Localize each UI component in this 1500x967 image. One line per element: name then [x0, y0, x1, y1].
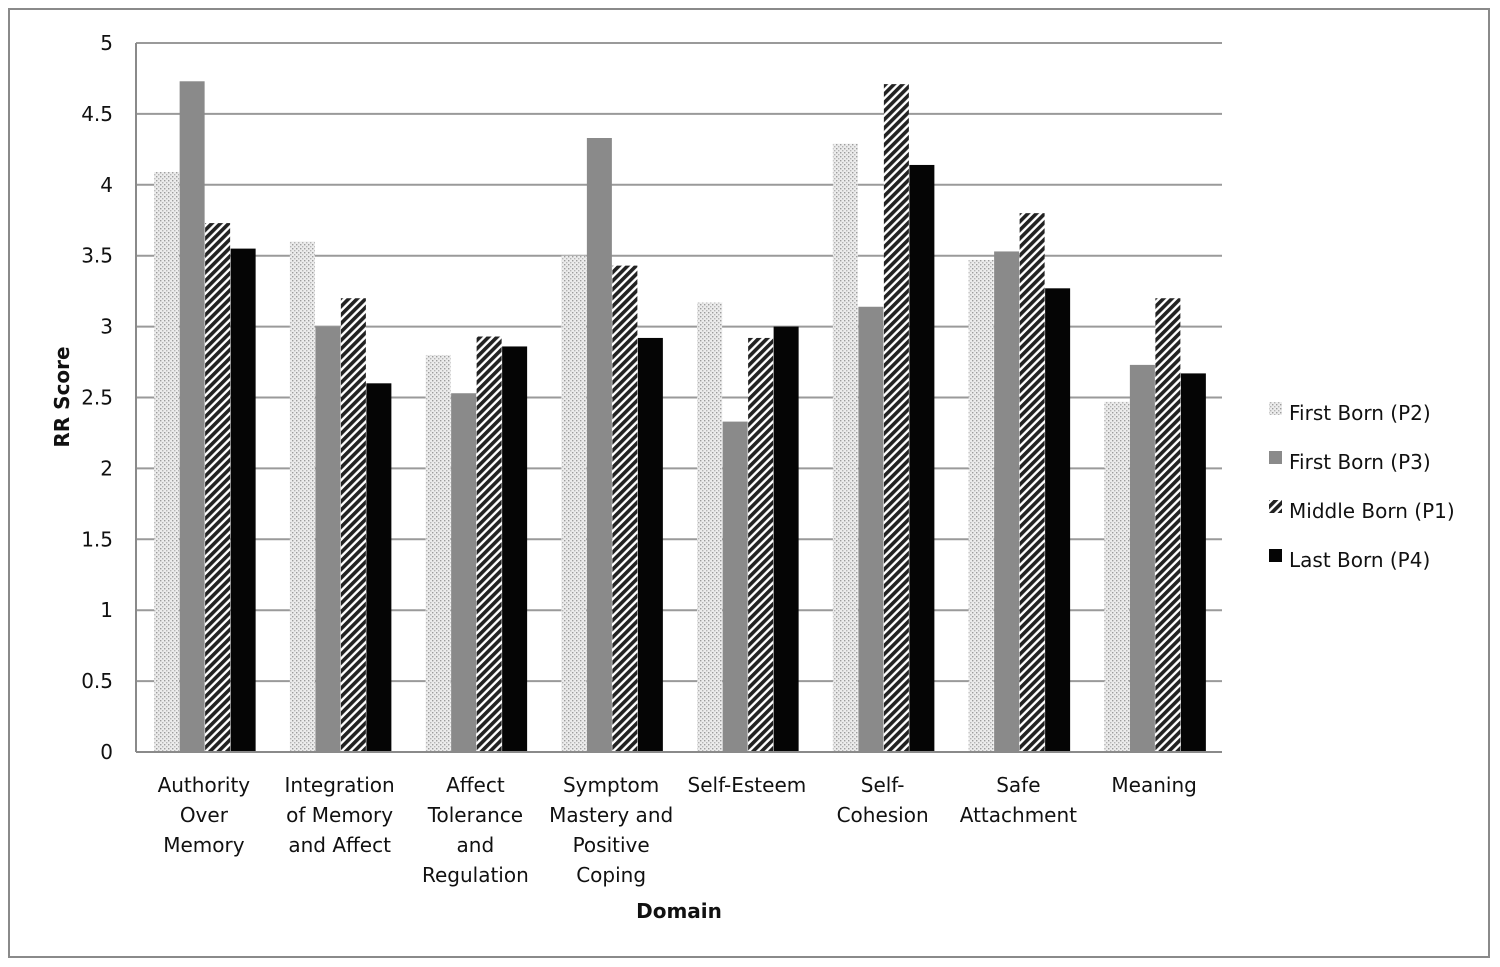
x-category-label: Coping — [576, 863, 646, 887]
bar-5-2 — [883, 84, 909, 752]
bar-6-1 — [994, 251, 1020, 753]
y-tick-label: 1 — [100, 598, 113, 622]
bar-0-2 — [205, 223, 231, 752]
y-tick-labels: 0 0.5 1 1.5 2 2.5 3 3.5 4 4.5 5 — [81, 31, 113, 764]
bar-6-3 — [1045, 288, 1071, 752]
bar-7-1 — [1129, 364, 1155, 752]
x-category-label: and Affect — [288, 833, 391, 857]
bar-2-3 — [502, 346, 528, 752]
x-category-labels: Authority Over Memory Integration of Memory a… — [158, 773, 1197, 887]
bar-5-0 — [832, 143, 858, 753]
y-tick-label: 3 — [100, 315, 113, 339]
x-category-label: Self-Esteem — [688, 773, 807, 797]
y-tick-label: 0 — [100, 740, 113, 764]
x-category-label: Safe — [996, 773, 1040, 797]
bar-4-3 — [773, 326, 799, 752]
legend-label: Middle Born (P1) — [1289, 499, 1455, 523]
bar-1-3 — [366, 383, 392, 752]
x-category-label: Over — [180, 803, 229, 827]
legend-swatch — [1269, 402, 1282, 415]
x-category-label: Attachment — [960, 803, 1077, 827]
x-category-label: of Memory — [286, 803, 393, 827]
bar-6-2 — [1019, 213, 1045, 752]
x-category-label: Memory — [163, 833, 245, 857]
y-tick-label: 3.5 — [81, 244, 113, 268]
bar-3-3 — [637, 337, 663, 752]
legend-swatch — [1269, 549, 1282, 562]
bar-1-2 — [340, 298, 366, 752]
legend-label: First Born (P2) — [1289, 401, 1431, 425]
bar-7-2 — [1155, 298, 1181, 752]
y-tick-label: 0.5 — [81, 669, 113, 693]
y-tick-label: 2.5 — [81, 386, 113, 410]
bar-3-1 — [586, 138, 612, 753]
bar-0-1 — [179, 81, 205, 752]
bar-2-1 — [451, 393, 477, 752]
x-axis-title: Domain — [636, 899, 722, 923]
bar-3-2 — [612, 265, 638, 752]
y-axis-title: RR Score — [50, 346, 74, 447]
bar-3-0 — [561, 255, 587, 752]
x-category-label: Tolerance — [427, 803, 523, 827]
y-tick-label: 4.5 — [81, 102, 113, 126]
axes — [135, 43, 1222, 753]
x-category-label: Authority — [158, 773, 251, 797]
x-category-label: Integration — [285, 773, 395, 797]
legend-swatch — [1269, 500, 1282, 513]
x-category-label: Mastery and — [549, 803, 673, 827]
y-tick-label: 2 — [100, 456, 113, 480]
x-category-label: Symptom — [563, 773, 659, 797]
bar-0-0 — [154, 172, 180, 753]
x-category-label: Cohesion — [837, 803, 929, 827]
legend-label: First Born (P3) — [1289, 450, 1431, 474]
legend-swatch — [1269, 451, 1282, 464]
bar-1-0 — [289, 241, 315, 752]
x-category-label: Affect — [446, 773, 505, 797]
bar-7-0 — [1104, 401, 1130, 752]
bar-1-1 — [315, 326, 341, 752]
x-category-label: Self- — [861, 773, 905, 797]
bars — [154, 81, 1206, 753]
y-tick-label: 4 — [100, 173, 113, 197]
legend-label: Last Born (P4) — [1289, 548, 1430, 572]
x-category-label: and — [457, 833, 495, 857]
x-category-label: Meaning — [1111, 773, 1196, 797]
bar-5-3 — [909, 164, 935, 752]
bar-2-2 — [476, 336, 502, 752]
x-category-label: Regulation — [422, 863, 529, 887]
bar-4-1 — [722, 421, 748, 752]
bar-4-2 — [748, 337, 774, 752]
x-category-label: Positive — [573, 833, 650, 857]
bar-4-0 — [697, 302, 723, 752]
bar-0-3 — [230, 248, 256, 753]
y-tick-label: 1.5 — [81, 527, 113, 551]
bar-7-3 — [1180, 373, 1206, 752]
legend: First Born (P2) First Born (P3) Middle Bor… — [1269, 401, 1455, 572]
bar-5-1 — [858, 306, 884, 752]
y-tick-label: 5 — [100, 31, 113, 55]
bar-2-0 — [425, 354, 451, 752]
bar-6-0 — [968, 259, 994, 752]
